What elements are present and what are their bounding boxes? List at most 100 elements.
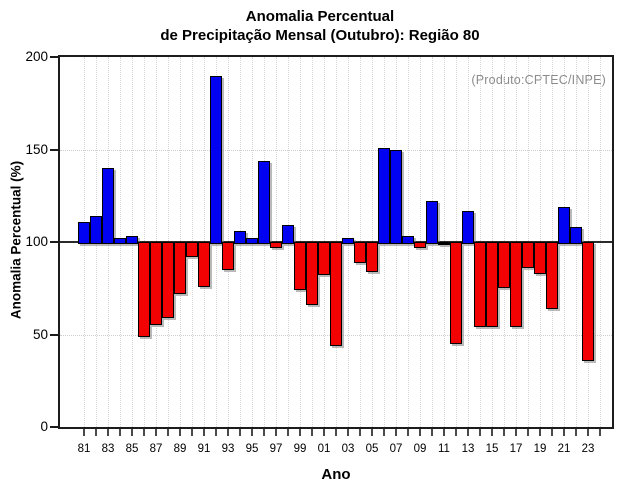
bar-94 (234, 230, 246, 244)
bar-86 (138, 242, 150, 337)
bar-08 (402, 236, 414, 244)
bar-88 (162, 242, 174, 318)
x-tick (323, 429, 325, 436)
x-tick (551, 429, 553, 436)
bar-01 (318, 242, 330, 276)
bar-95 (246, 238, 258, 244)
x-tick (467, 429, 469, 436)
bar-04 (354, 242, 366, 263)
x-axis-title: Ano (321, 466, 351, 483)
bar-82 (90, 216, 102, 244)
bar-06 (378, 147, 390, 244)
y-tick-label: 200 (25, 49, 48, 64)
x-tick (383, 429, 385, 436)
x-tick-label: 09 (413, 443, 427, 455)
x-tick (347, 429, 349, 436)
bar-20 (546, 242, 558, 309)
x-tick (575, 429, 577, 436)
x-tick-label: 93 (221, 443, 235, 455)
bar-91 (198, 242, 210, 287)
bar-02 (330, 242, 342, 346)
product-annotation: (Produto:CPTEC/INPE) (471, 73, 606, 87)
bar-13 (462, 210, 474, 244)
bar-85 (126, 236, 138, 244)
y-tick (50, 56, 58, 58)
y-tick (50, 241, 58, 243)
x-tick-label: 11 (438, 443, 450, 455)
x-tick (455, 429, 457, 436)
x-tick (227, 429, 229, 436)
x-tick-label: 21 (557, 443, 571, 455)
bar-23 (582, 242, 594, 361)
x-tick-label: 15 (485, 443, 499, 455)
x-tick-label: 13 (461, 443, 475, 455)
x-tick-label: 05 (365, 443, 379, 455)
bar-17 (510, 242, 522, 328)
x-tick (95, 429, 97, 436)
y-tick (50, 426, 58, 428)
bar-83 (102, 168, 114, 244)
bar-98 (282, 225, 294, 244)
x-tick (239, 429, 241, 436)
bar-93 (222, 242, 234, 270)
chart-title-line2: de Precipitação Mensal (Outubro): Região… (160, 27, 480, 44)
x-tick (431, 429, 433, 436)
x-tick (203, 429, 205, 436)
bar-10 (426, 201, 438, 244)
bar-99 (294, 242, 306, 291)
y-tick-label: 150 (25, 141, 48, 157)
x-tick-label: 01 (317, 443, 331, 455)
x-tick (191, 429, 193, 436)
x-tick (539, 429, 541, 436)
bar-96 (258, 160, 270, 244)
x-tick (515, 429, 517, 436)
y-tick-label: 0 (40, 419, 48, 434)
x-tick-label: 89 (173, 443, 187, 455)
chart-title-line1: Anomalia Percentual (245, 8, 395, 25)
x-tick (251, 429, 253, 436)
x-tick (563, 429, 565, 436)
bar-22 (570, 227, 582, 244)
x-tick (395, 429, 397, 436)
x-tick-label: 17 (509, 443, 523, 455)
bar-97 (270, 242, 282, 248)
x-tick (119, 429, 121, 436)
x-tick (527, 429, 529, 436)
bar-16 (498, 242, 510, 289)
bar-15 (486, 242, 498, 328)
bar-84 (114, 238, 126, 244)
bar-18 (522, 242, 534, 269)
x-tick (479, 429, 481, 436)
x-tick-label: 19 (533, 443, 547, 455)
x-tick (287, 429, 289, 436)
bar-14 (474, 242, 486, 328)
x-tick-label: 99 (293, 443, 307, 455)
x-tick (275, 429, 277, 436)
x-tick (443, 429, 445, 436)
x-tick-label: 83 (101, 443, 115, 455)
bar-12 (450, 242, 462, 344)
x-tick-label: 87 (149, 443, 163, 455)
plot-area: (Produto:CPTEC/INPE) (58, 55, 614, 429)
y-tick-label: 50 (32, 326, 48, 342)
x-tick (263, 429, 265, 436)
bar-11 (438, 242, 450, 245)
x-tick (299, 429, 301, 436)
bar-00 (306, 242, 318, 306)
bar-90 (186, 242, 198, 257)
x-tick (503, 429, 505, 436)
x-tick (167, 429, 169, 436)
x-tick (143, 429, 145, 436)
x-tick (131, 429, 133, 436)
y-tick (50, 333, 58, 336)
x-tick (491, 429, 493, 436)
bar-92 (210, 75, 222, 244)
bar-03 (342, 238, 354, 244)
x-tick (335, 429, 337, 436)
x-tick-label: 07 (389, 443, 403, 455)
x-tick (83, 429, 85, 436)
x-tick-label: 23 (581, 443, 595, 455)
x-tick (419, 429, 421, 436)
x-tick-label: 81 (77, 443, 91, 455)
